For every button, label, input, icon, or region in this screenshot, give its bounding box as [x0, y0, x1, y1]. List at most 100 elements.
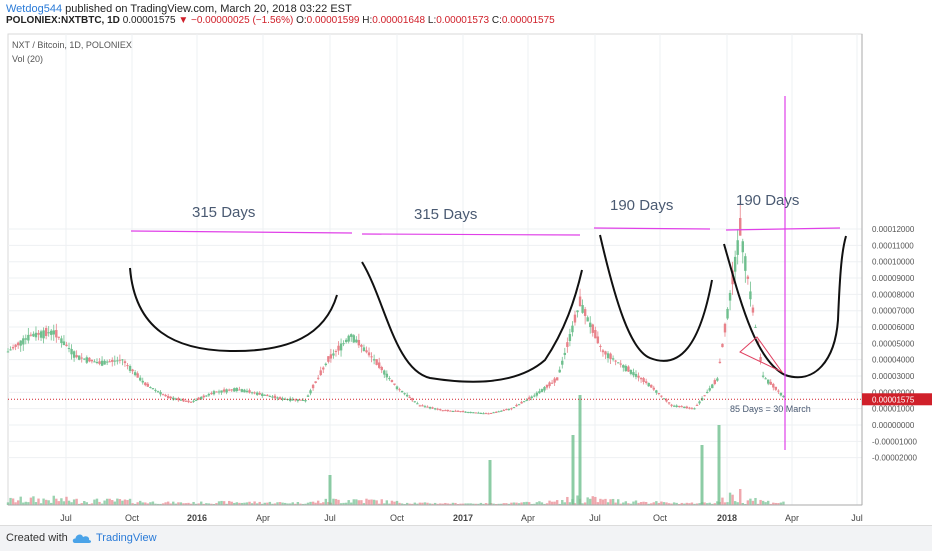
volume-bar — [637, 502, 640, 505]
candle-body — [403, 393, 406, 395]
volume-spike — [571, 435, 575, 505]
created-with-text: Created with — [6, 532, 68, 544]
volume-bar — [433, 502, 437, 505]
volume-bar — [652, 502, 655, 505]
volume-bar — [449, 503, 452, 505]
day-span-line — [361, 233, 581, 236]
volume-bar — [217, 501, 221, 505]
volume-bar — [139, 500, 142, 505]
candle-body — [685, 406, 689, 409]
volume-bar — [403, 503, 406, 505]
candle-body — [680, 406, 683, 408]
candle-body — [530, 396, 533, 398]
candle-body — [705, 391, 709, 394]
candle-body — [497, 411, 500, 413]
candle-body — [586, 317, 589, 322]
candle-body — [510, 408, 513, 410]
candle-body — [9, 349, 12, 351]
volume-bar — [16, 500, 20, 505]
volume-bar — [512, 502, 516, 505]
author-link[interactable]: Wetdog544 — [6, 3, 63, 15]
candle-body — [113, 360, 116, 362]
candle-body — [14, 344, 17, 347]
volume-bar — [698, 503, 701, 505]
candle-body — [650, 384, 653, 388]
candle-body — [553, 378, 556, 383]
candle-body — [512, 407, 516, 409]
candle-body — [594, 329, 597, 339]
candle-body — [718, 361, 722, 364]
volume-bar — [337, 499, 340, 505]
candle-body — [703, 395, 706, 397]
candle-body — [27, 334, 30, 341]
candle-body — [52, 330, 55, 335]
candle-body — [484, 413, 488, 415]
volume-bar — [670, 503, 673, 505]
candle-body — [42, 330, 45, 339]
price-chart[interactable]: 315 Days 315 Days 190 Days 190 Days 85 Days … — [0, 0, 932, 525]
candle-body — [329, 354, 333, 359]
candle-body — [32, 333, 35, 337]
open-label: O: — [296, 15, 307, 26]
candle-body — [436, 408, 439, 410]
volume-bar — [705, 503, 709, 505]
candle-body — [80, 357, 83, 359]
candle-body — [456, 410, 460, 412]
volume-bar — [744, 503, 747, 505]
volume-bar — [563, 502, 567, 505]
annotation-drawings: 315 Days 315 Days 190 Days 190 Days 85 Days … — [8, 96, 862, 450]
volume-bar — [250, 503, 254, 505]
volume-bar — [634, 500, 638, 505]
volume-bar — [164, 502, 167, 505]
published-text: published on TradingView.com, March 20, … — [65, 3, 352, 15]
candle-body — [98, 361, 101, 364]
candle-body — [754, 326, 757, 328]
volume-bar — [606, 502, 610, 505]
x-axis: Jul Oct 2016 Apr Jul Oct 2017 Apr Jul Oct 2018 Apr J… — [8, 504, 863, 523]
volume-bar — [296, 502, 300, 505]
tradingview-brand-link[interactable]: TradingView — [96, 532, 157, 544]
candle-body — [573, 314, 577, 323]
candle-body — [194, 399, 198, 401]
volume-bar — [271, 503, 274, 505]
candle-body — [741, 241, 744, 253]
candle-body — [154, 389, 157, 391]
volume-bar — [553, 501, 556, 505]
candle-body — [230, 389, 233, 391]
volume-bar — [426, 502, 429, 505]
volume-bar — [413, 502, 416, 505]
candle-body — [294, 399, 297, 401]
x-tick-label: Jul — [60, 513, 72, 523]
candle-body — [472, 412, 475, 414]
day-span-line — [593, 227, 711, 230]
candle-body — [533, 395, 536, 397]
candle-body — [543, 387, 546, 391]
volume-bar — [723, 502, 727, 505]
volume-bar — [370, 499, 373, 505]
candle-body — [233, 388, 236, 392]
candle-body — [723, 323, 727, 333]
volume-bar — [327, 502, 330, 505]
volume-bar — [733, 501, 737, 505]
cup-curve — [723, 235, 847, 379]
volume-bar — [65, 496, 68, 505]
volume-bar — [88, 503, 91, 505]
volume-bar — [136, 502, 139, 505]
candle-body — [566, 342, 569, 347]
volume-bar — [240, 502, 244, 505]
x-tick-label: 2018 — [717, 513, 737, 523]
candle-body — [660, 395, 663, 397]
volume-bar — [189, 503, 193, 505]
candle-body — [133, 372, 137, 376]
close-label: C: — [491, 15, 502, 26]
volume-bars — [6, 395, 785, 505]
close-value: 0.00001575 — [501, 15, 555, 26]
candle-body — [243, 389, 246, 393]
volume-bar — [126, 500, 129, 505]
volume-bar — [141, 502, 144, 505]
volume-bar — [24, 501, 27, 505]
volume-bar — [548, 500, 551, 505]
candle-body — [711, 384, 714, 389]
volume-bar — [266, 502, 269, 505]
candle-body — [266, 394, 269, 397]
